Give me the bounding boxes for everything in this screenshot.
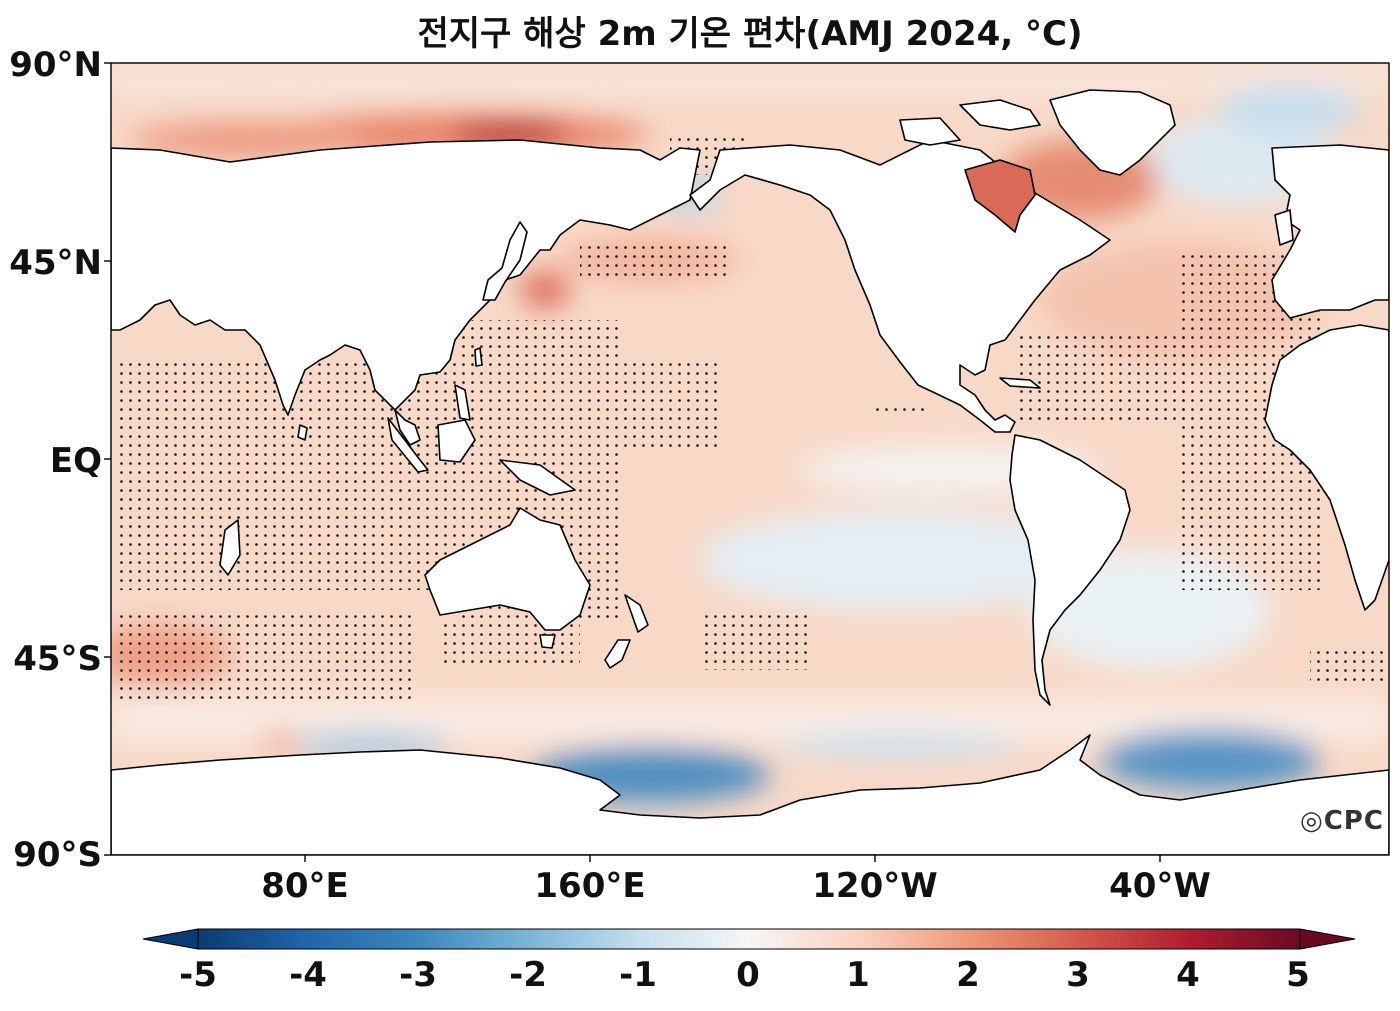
borneo bbox=[437, 419, 476, 463]
axis-ticks bbox=[104, 62, 1161, 862]
lon-label-120w: 120°W bbox=[812, 866, 938, 906]
lat-label-45s: 45°S bbox=[13, 639, 102, 679]
colorbar-tick: -2 bbox=[509, 955, 547, 995]
colorbar-body bbox=[197, 928, 1301, 950]
lat-label-90s: 90°S bbox=[13, 835, 102, 875]
logo-mark-icon: ◎ bbox=[1300, 806, 1324, 836]
map-title: 전지구 해상 2m 기온 편차(AMJ 2024, °C) bbox=[417, 14, 1083, 54]
taiwan bbox=[474, 347, 483, 367]
colorbar-tick: 3 bbox=[1066, 955, 1090, 995]
lat-label-90n: 90°N bbox=[9, 45, 102, 85]
colorbar-tick: -4 bbox=[289, 955, 327, 995]
eurasia bbox=[111, 139, 701, 416]
colorbar-tick: 4 bbox=[1176, 955, 1200, 995]
colorbar-tick: -5 bbox=[179, 955, 217, 995]
lon-label-160e: 160°E bbox=[534, 866, 646, 906]
colorbar-low-extend bbox=[142, 928, 199, 950]
indochina bbox=[394, 409, 421, 446]
colorbar-tick: 5 bbox=[1286, 955, 1310, 995]
greenland bbox=[1049, 89, 1176, 176]
landmasses bbox=[111, 89, 1389, 855]
colorbar-high-extend bbox=[1299, 928, 1356, 950]
south-america bbox=[1009, 434, 1131, 706]
philippines bbox=[454, 384, 471, 421]
cpc-logo: ◎CPC bbox=[1300, 806, 1384, 836]
lon-label-40w: 40°W bbox=[1109, 866, 1211, 906]
sri-lanka bbox=[297, 424, 308, 441]
colorbar-tick: -3 bbox=[399, 955, 437, 995]
antarctica bbox=[111, 734, 1389, 855]
cuba bbox=[999, 377, 1041, 389]
madagascar bbox=[219, 519, 241, 576]
korea-japan bbox=[482, 221, 528, 301]
hudson-bay bbox=[964, 159, 1036, 233]
lat-label-eq: EQ bbox=[49, 441, 102, 481]
africa-europe bbox=[1271, 144, 1389, 319]
new-zealand bbox=[604, 594, 649, 669]
colorbar-tick: -1 bbox=[619, 955, 657, 995]
uk bbox=[1274, 209, 1294, 246]
africa bbox=[1264, 324, 1389, 611]
colorbar-tick: 2 bbox=[956, 955, 980, 995]
colorbar bbox=[142, 928, 1356, 950]
colorbar-tick: 0 bbox=[736, 955, 760, 995]
lon-label-80e: 80°E bbox=[261, 866, 349, 906]
sumatra bbox=[387, 417, 429, 473]
lat-label-45n: 45°N bbox=[9, 243, 102, 283]
new-guinea bbox=[499, 459, 576, 496]
tasmania bbox=[539, 634, 556, 649]
colorbar-tick: 1 bbox=[846, 955, 870, 995]
australia bbox=[424, 507, 591, 631]
logo-text: CPC bbox=[1323, 806, 1384, 836]
arctic-islands bbox=[899, 99, 1041, 146]
